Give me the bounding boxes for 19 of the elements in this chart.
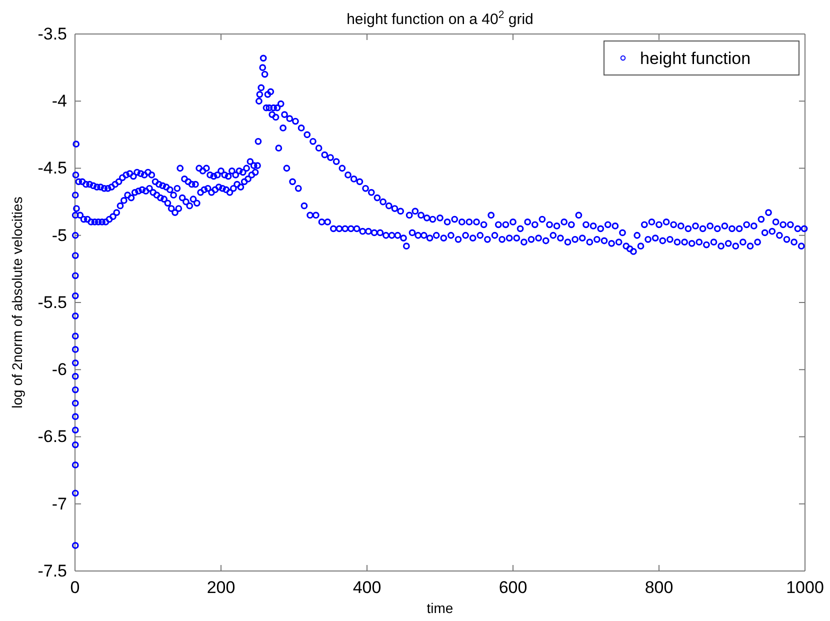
x-tick-label: 1000 (786, 578, 824, 598)
y-tick-label: -4.5 (38, 158, 67, 178)
y-tick-label: -6.5 (38, 427, 67, 446)
x-axis-title: time (426, 600, 454, 616)
y-axis-title: log of 2norm of absolute velocities (9, 196, 25, 408)
x-tick-label: 0 (70, 578, 80, 598)
y-tick-label: -7 (52, 494, 67, 514)
y-tick-label: -5.5 (38, 292, 67, 312)
x-tick-label: 800 (644, 578, 674, 598)
y-tick-label: -3.5 (38, 24, 67, 44)
legend-label: height function (640, 49, 751, 68)
x-tick-label: 600 (498, 578, 528, 598)
x-tick-label: 400 (352, 578, 382, 598)
y-tick-label: -4 (52, 92, 67, 111)
y-tick-label: -6 (52, 360, 67, 380)
chart-title: height function on a 40$^{2}$ grid (346, 9, 534, 28)
y-tick-label: -7.5 (38, 561, 67, 580)
x-tick-label: 200 (206, 578, 236, 598)
y-tick-label: -5 (52, 226, 67, 245)
